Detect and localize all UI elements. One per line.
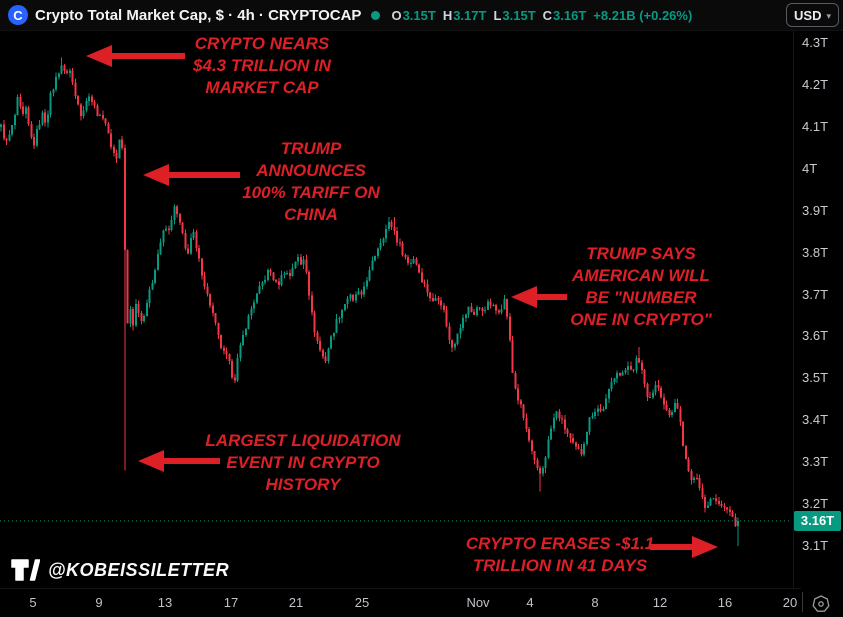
annotation-tariff: TRUMP ANNOUNCES 100% TARIFF ON CHINA (242, 138, 380, 226)
symbol-title: Crypto Total Market Cap, $ · 4h · CRYPTO… (35, 6, 362, 24)
price-axis-label: 3.8T (802, 244, 829, 260)
watermark: @KOBEISSILETTER (10, 558, 229, 582)
price-axis-label: 4.3T (802, 35, 829, 50)
annotation-line: CHINA (284, 205, 338, 224)
close-label: C (542, 7, 553, 23)
annotation-line: EVENT IN CRYPTO (226, 453, 380, 472)
low-value: 3.15T (502, 7, 536, 23)
open-value: 3.15T (402, 7, 436, 23)
time-axis-label: Nov (466, 595, 490, 610)
cryptocap-logo-icon: C (8, 5, 28, 25)
chevron-down-icon: ▾ (826, 10, 831, 21)
price-axis-label: 3.2T (802, 496, 829, 512)
price-axis-label: 3.7T (802, 286, 829, 302)
annotation-line: TRUMP SAYS (586, 244, 696, 263)
chart-header: C Crypto Total Market Cap, $ · 4h · CRYP… (0, 0, 843, 31)
low-label: L (493, 7, 502, 23)
annotation-line: MARKET CAP (205, 78, 319, 97)
price-axis-label: 3.3T (802, 454, 829, 470)
arrow-head-icon (138, 450, 164, 472)
annotation-line: BE "NUMBER (585, 288, 697, 307)
arrow-head-icon (86, 45, 112, 67)
arrow-head-icon (143, 164, 169, 186)
annotation-line: HISTORY (265, 475, 341, 494)
time-axis-label: 13 (157, 595, 173, 610)
annotation-line: CRYPTO NEARS (194, 34, 330, 53)
annotation-line: TRUMP (280, 139, 342, 158)
price-axis-label: 3.6T (802, 328, 829, 344)
price-axis-label: 3.1T (802, 538, 829, 553)
last-price-badge: 3.16T (794, 510, 841, 531)
time-axis-label: 21 (288, 595, 304, 610)
currency-selector-button[interactable]: USD ▾ (786, 3, 839, 27)
price-axis[interactable]: 4.3T 4.2T 4.1T 4T 3.9T 3.8T 3.7T 3.6T 3.5T 3.4T 3.… (793, 30, 843, 588)
annotation-arrows (86, 45, 718, 558)
annotation-line: CRYPTO ERASES -$1.1 (465, 534, 655, 553)
annotation-line: 100% TARIFF ON (242, 183, 380, 202)
annotation-line: $4.3 TRILLION IN (193, 56, 331, 75)
annotation-line: ANNOUNCES (256, 161, 366, 180)
time-axis-label: 20 (782, 595, 798, 610)
price-axis-label: 4.2T (802, 76, 829, 92)
arrow-head-icon (511, 286, 537, 308)
annotation-liquidation: LARGEST LIQUIDATION EVENT IN CRYPTO HISTOR… (205, 430, 400, 496)
price-axis-label: 3.5T (802, 370, 829, 386)
watermark-handle: @KOBEISSILETTER (48, 559, 230, 580)
high-label: H (442, 7, 453, 23)
time-axis-label: 5 (29, 595, 37, 610)
market-status-icon[interactable] (371, 10, 381, 20)
time-axis[interactable]: 5 9 13 17 21 25 Nov 4 8 12 16 20 (0, 588, 801, 617)
annotation-erases: CRYPTO ERASES -$1.1 TRILLION IN 41 DAYS (466, 533, 654, 577)
annotation-line: LARGEST LIQUIDATION (205, 431, 401, 450)
annotation-line: ONE IN CRYPTO" (570, 310, 712, 329)
arrow-head-icon (692, 536, 718, 558)
price-axis-label: 3.9T (802, 202, 829, 218)
annotation-near-peak: CRYPTO NEARS $4.3 TRILLION IN MARKET CAP (193, 33, 331, 99)
time-axis-label: 8 (591, 595, 599, 610)
annotation-line: TRILLION IN 41 DAYS (472, 556, 648, 575)
price-axis-label: 4T (802, 160, 818, 176)
annotation-number-one: TRUMP SAYS AMERICAN WILL BE "NUMBER ONE IN … (570, 243, 712, 331)
annotation-line: AMERICAN WILL (572, 266, 710, 285)
open-label: O (391, 7, 402, 23)
price-axis-label: 4.1T (802, 118, 829, 134)
tradingview-logo-icon (11, 559, 40, 581)
candles (0, 57, 739, 547)
time-axis-label: 12 (652, 595, 668, 610)
time-axis-settings-gear-icon[interactable] (810, 593, 832, 615)
time-axis-label: 25 (354, 595, 370, 610)
price-axis-label: 3.4T (802, 412, 829, 428)
ohlc-values: O 3.15T H 3.17T L 3.15T C 3.16T +8.21B (+0.2… (384, 8, 692, 23)
time-axis-label: 4 (526, 595, 534, 610)
time-axis-label: 9 (95, 595, 103, 610)
time-axis-label: 17 (223, 595, 239, 610)
close-value: 3.16T (553, 7, 587, 23)
time-axis-label: 16 (717, 595, 733, 610)
high-value: 3.17T (453, 7, 487, 23)
axis-separator (802, 592, 803, 612)
change-value: +8.21B (+0.26%) (593, 7, 693, 23)
currency-label: USD (794, 7, 822, 23)
